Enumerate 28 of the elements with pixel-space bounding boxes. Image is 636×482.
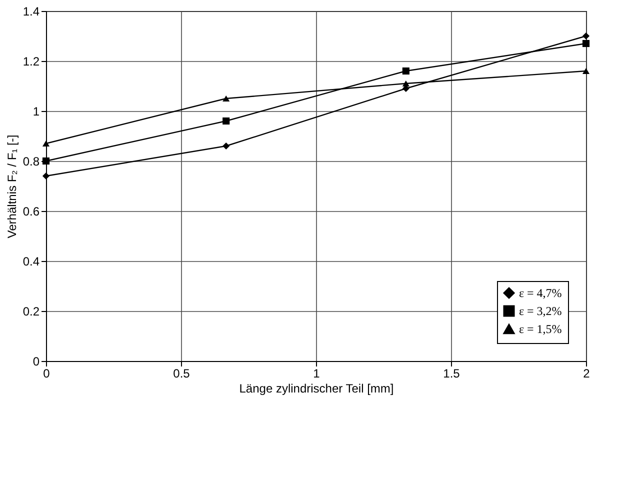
legend-label: ε = 3,2% bbox=[519, 304, 562, 318]
y-tick-label: 0.8 bbox=[22, 154, 40, 168]
y-tick-label: 1 bbox=[32, 104, 40, 118]
x-tick-label: 1.5 bbox=[443, 366, 460, 380]
y-axis-title: Verhältnis F₂ / F₁ [-] bbox=[4, 134, 19, 238]
point bbox=[582, 40, 590, 48]
y-tick-label: 0.2 bbox=[22, 304, 40, 318]
x-tick-label: 1 bbox=[313, 366, 320, 380]
y-tick-label: 1.2 bbox=[22, 54, 40, 68]
x-axis-title: Länge zylindrischer Teil [mm] bbox=[239, 382, 394, 396]
point bbox=[222, 117, 230, 125]
point bbox=[402, 80, 410, 87]
point bbox=[582, 68, 590, 74]
x-tick-label: 0.5 bbox=[173, 366, 190, 380]
y-tick-label: 0.4 bbox=[22, 254, 40, 268]
point bbox=[42, 172, 50, 180]
point bbox=[582, 32, 590, 40]
y-tick-label: 1.4 bbox=[22, 4, 40, 18]
legend-label: ε = 1,5% bbox=[519, 322, 562, 336]
point bbox=[402, 67, 410, 75]
y-tick-label: 0.6 bbox=[22, 204, 40, 218]
point bbox=[42, 140, 50, 147]
y-tick-label: 0 bbox=[32, 354, 40, 368]
point bbox=[222, 142, 230, 150]
legend-label: ε = 4,7% bbox=[519, 286, 562, 300]
x-tick-label: 2 bbox=[583, 366, 590, 380]
point bbox=[222, 95, 230, 102]
x-tick-label: 0 bbox=[43, 366, 50, 380]
